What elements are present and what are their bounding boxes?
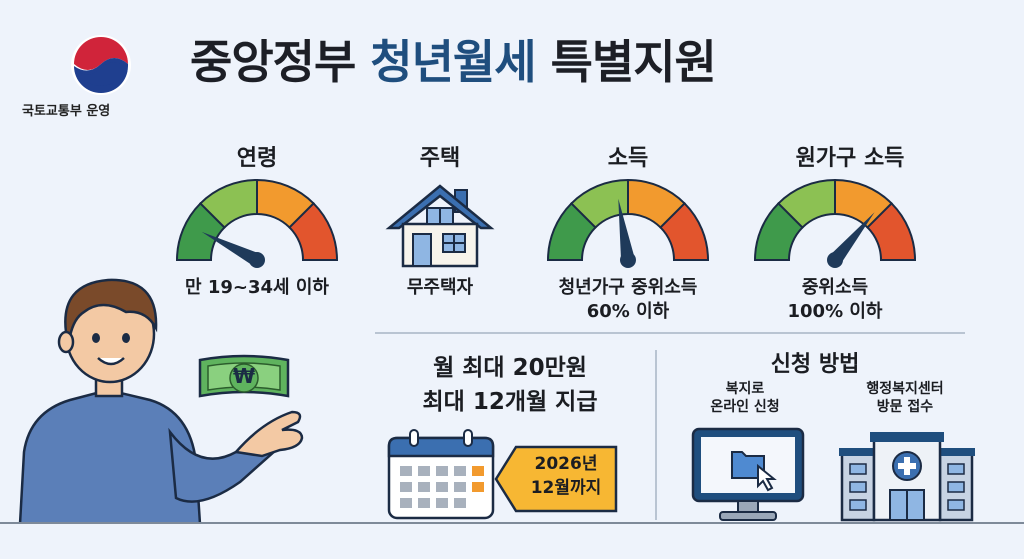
gauge-hub bbox=[620, 252, 636, 268]
income-gauge-icon bbox=[546, 178, 710, 268]
apply-office-line2: 방문 접수 bbox=[876, 399, 934, 415]
household-income-gauge-icon bbox=[753, 178, 917, 268]
criterion-household-heading: 원가구 소득 bbox=[795, 146, 905, 171]
calendar-icon bbox=[387, 429, 495, 520]
support-amount: 월 최대 20만원 bbox=[433, 355, 587, 381]
criterion-household-caption-line2: 100% 이하 bbox=[787, 301, 883, 322]
title-part2: 특별지원 bbox=[550, 35, 717, 89]
gauge-needle bbox=[829, 212, 875, 265]
title-part1: 중앙정부 bbox=[190, 35, 356, 89]
deadline-year: 2026년 bbox=[534, 454, 598, 474]
title-highlight: 청년월세 bbox=[370, 35, 536, 89]
deadline-month: 12월까지 bbox=[530, 478, 602, 498]
section-divider-horizontal bbox=[375, 332, 965, 334]
ground-line bbox=[0, 522, 1024, 524]
ministry-label: 국토교통부 운영 bbox=[22, 104, 111, 119]
gauge-segment bbox=[659, 202, 710, 261]
young-person-illustration bbox=[18, 278, 304, 524]
computer-monitor-icon bbox=[691, 427, 805, 521]
deadline-tag: 2026년 12월까지 bbox=[518, 452, 614, 500]
criterion-house-caption: 무주택자 bbox=[406, 277, 474, 298]
criterion-household-caption-line1: 중위소득 bbox=[801, 277, 869, 298]
criterion-age-caption: 만 19~34세 이하 bbox=[185, 277, 329, 298]
section-divider-vertical bbox=[655, 350, 657, 520]
apply-online-line1: 복지로 bbox=[725, 381, 765, 397]
currency-symbol: ₩ bbox=[232, 364, 256, 388]
money-bill-icon bbox=[198, 354, 290, 398]
community-center-building-icon bbox=[839, 432, 975, 522]
government-emblem-icon bbox=[71, 35, 131, 95]
gauge-hub bbox=[827, 252, 843, 268]
page-title: 중앙정부 청년월세 특별지원 bbox=[190, 26, 717, 92]
gauge-segment bbox=[866, 202, 917, 261]
criterion-income-caption-line1: 청년가구 중위소득 bbox=[558, 277, 698, 298]
support-duration: 최대 12개월 지급 bbox=[422, 389, 598, 415]
gauge-needle bbox=[618, 198, 635, 262]
money-bill: ₩ bbox=[196, 352, 292, 402]
deadline-tag-icon bbox=[494, 445, 618, 513]
age-gauge-icon bbox=[175, 178, 339, 268]
criterion-house-heading: 주택 bbox=[419, 146, 461, 171]
gauge-needle bbox=[201, 231, 261, 267]
apply-online-line2: 온라인 신청 bbox=[710, 399, 780, 415]
criterion-income-caption-line2: 60% 이하 bbox=[586, 301, 670, 322]
apply-heading: 신청 방법 bbox=[770, 352, 860, 377]
house-icon bbox=[385, 184, 495, 268]
gauge-hub bbox=[249, 252, 265, 268]
apply-office-line1: 행정복지센터 bbox=[866, 381, 944, 397]
criterion-age-heading: 연령 bbox=[236, 146, 278, 171]
gauge-segment bbox=[288, 202, 339, 261]
criterion-income-heading: 소득 bbox=[607, 146, 649, 171]
